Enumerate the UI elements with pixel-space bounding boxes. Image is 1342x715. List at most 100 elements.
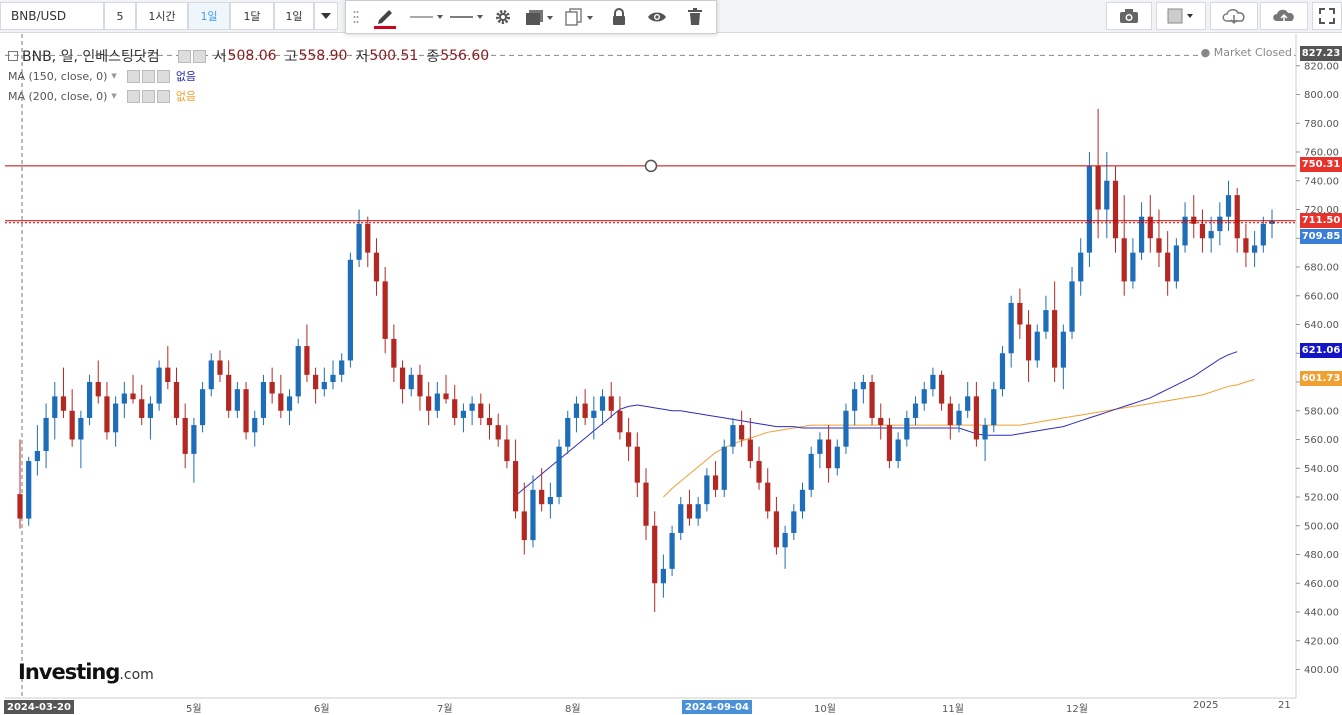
- x-label-dec: 12월: [1066, 704, 1088, 715]
- gear-icon: [496, 10, 510, 24]
- interval-select-button[interactable]: 1일: [274, 2, 314, 30]
- layer-order-button[interactable]: [522, 1, 558, 33]
- x-label-nov: 11월: [942, 704, 964, 715]
- high-label: 고: [284, 49, 298, 65]
- y-tick-label: 760.00: [1304, 148, 1339, 159]
- candle-body: [382, 281, 388, 339]
- candle-body: [643, 482, 649, 526]
- candle-body: [1208, 231, 1214, 239]
- candle-body: [1078, 252, 1084, 282]
- candle-body: [408, 374, 414, 390]
- legend-settings-icon[interactable]: [192, 49, 206, 63]
- candle-body: [817, 439, 823, 454]
- candle-body: [999, 353, 1006, 390]
- delete-button[interactable]: [678, 1, 712, 33]
- candle-body: [321, 382, 327, 390]
- y-tick-label: 800.00: [1304, 90, 1339, 101]
- candle-body: [156, 367, 162, 404]
- candle-body: [486, 417, 493, 426]
- candle-body: [34, 451, 40, 462]
- ma200-eye-icon[interactable]: [126, 89, 140, 103]
- pencil-icon: [374, 10, 396, 29]
- pen-color-button[interactable]: [366, 1, 404, 33]
- ma200-settings-icon[interactable]: [141, 89, 155, 103]
- cloud-download-button[interactable]: [1210, 2, 1258, 30]
- candle-body: [1147, 216, 1153, 239]
- fullscreen-button[interactable]: [1312, 2, 1342, 30]
- candle-body: [1034, 331, 1040, 361]
- candle-body: [956, 410, 962, 426]
- line-style-button[interactable]: [406, 1, 446, 33]
- ma200-caret-icon[interactable]: ▼: [111, 92, 117, 100]
- hline-handle: [644, 159, 658, 173]
- candle-body: [695, 504, 701, 519]
- candle-body: [269, 382, 275, 394]
- candle-body: [512, 461, 519, 512]
- clone-button[interactable]: [562, 1, 598, 33]
- ma150-legend[interactable]: MA (150, close, 0) ▼ 없음: [8, 68, 196, 84]
- low-label: 저: [355, 49, 369, 65]
- visibility-button[interactable]: [640, 1, 674, 33]
- candle-body: [1043, 310, 1049, 332]
- price-chart[interactable]: 400.00 420.00 440.00 460.00 480.00 500.00 520.…: [0, 34, 1342, 714]
- interval-1d-button[interactable]: 1일: [188, 2, 230, 30]
- candle-body: [86, 382, 93, 418]
- y-tick-label: 740.00: [1304, 176, 1339, 187]
- candle-body: [1112, 180, 1119, 239]
- candle-body: [1060, 331, 1066, 368]
- ma200-line: [663, 379, 1255, 498]
- candle-body: [295, 346, 301, 397]
- candle-body: [669, 532, 675, 569]
- lock-button[interactable]: [602, 1, 636, 33]
- candle-body: [965, 396, 971, 411]
- symbol-field[interactable]: BNB/USD: [0, 2, 104, 30]
- candle-body: [1243, 238, 1249, 253]
- x-label-jul: 7월: [437, 704, 453, 715]
- interval-dropdown-button[interactable]: [314, 2, 338, 30]
- interval-1h-button[interactable]: 1시간: [136, 2, 188, 30]
- x-label-oct: 10월: [814, 704, 836, 715]
- interval-1m-button[interactable]: 1달: [230, 2, 274, 30]
- ma150-settings-icon[interactable]: [141, 69, 155, 83]
- candle-body: [556, 446, 562, 497]
- candle-body: [391, 338, 397, 368]
- market-status: ● Market Closed: [1198, 46, 1294, 59]
- candle-body: [652, 525, 658, 584]
- settings-button[interactable]: [488, 1, 518, 33]
- price-badge-hline2: 711.50: [1300, 213, 1342, 228]
- price-badge-current: 709.85: [1300, 229, 1342, 244]
- candle-body: [165, 367, 171, 382]
- screenshot-button[interactable]: [1106, 2, 1152, 30]
- candle-body: [199, 389, 206, 426]
- cloud-upload-button[interactable]: [1260, 2, 1308, 30]
- candle-body: [60, 396, 67, 411]
- legend-eye-icon[interactable]: [177, 49, 191, 63]
- horizontal-lines[interactable]: [5, 159, 1296, 224]
- candle-body: [217, 360, 223, 375]
- ma150-caret-icon[interactable]: ▼: [111, 72, 117, 80]
- candle-body: [1217, 216, 1223, 232]
- ma200-close-icon[interactable]: [156, 89, 170, 103]
- ma150-value: 없음: [175, 70, 197, 83]
- candle-body: [982, 425, 988, 440]
- price-axis[interactable]: 400.00 420.00 440.00 460.00 480.00 500.00 520.…: [5, 34, 1342, 714]
- y-tick-label: 560.00: [1304, 435, 1339, 446]
- chart-style-button[interactable]: [1156, 2, 1206, 30]
- ma150-close-icon[interactable]: [156, 69, 170, 83]
- candle-body: [1165, 252, 1171, 282]
- interval-value-field[interactable]: 5: [104, 2, 136, 30]
- line-width-button[interactable]: [446, 1, 486, 33]
- collapse-legend-icon[interactable]: [8, 51, 18, 61]
- line-width-icon: [450, 15, 483, 19]
- candle-body: [939, 374, 945, 404]
- candle-body: [1156, 238, 1162, 253]
- candle-body: [825, 439, 832, 469]
- drag-handle-icon[interactable]: [350, 1, 362, 33]
- cloud-download-icon: [1222, 9, 1245, 25]
- price-badge-ma200: 601.73: [1300, 371, 1342, 386]
- y-tick-label: 640.00: [1304, 320, 1339, 331]
- ma200-legend[interactable]: MA (200, close, 0) ▼ 없음: [8, 88, 196, 104]
- lock-icon: [613, 8, 625, 25]
- ma150-eye-icon[interactable]: [126, 69, 140, 83]
- trash-icon: [688, 8, 702, 25]
